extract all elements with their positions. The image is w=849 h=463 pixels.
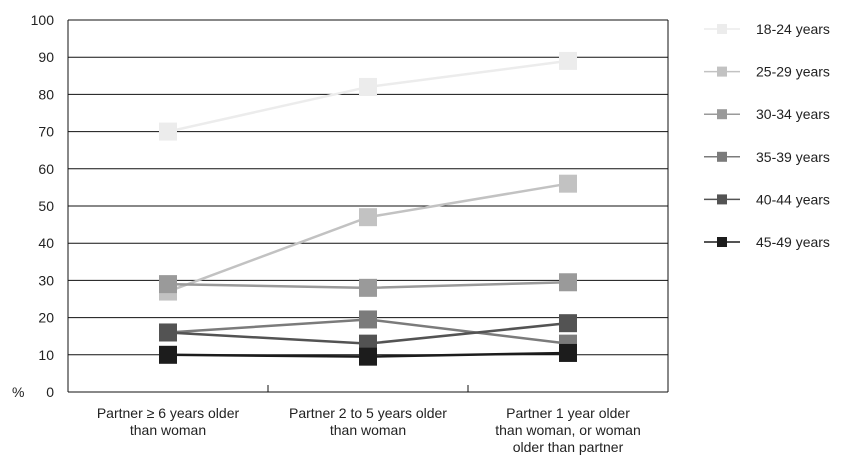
y-tick-label: 60: [38, 161, 54, 177]
y-tick-label: 30: [38, 272, 54, 288]
data-point-marker: [359, 77, 377, 96]
legend-label: 45-49 years: [756, 234, 830, 250]
legend-marker: [717, 66, 727, 77]
legend-marker: [717, 24, 727, 34]
data-point-marker: [559, 343, 577, 362]
y-tick-label: 80: [38, 86, 54, 102]
legend-marker: [717, 194, 727, 205]
x-category-label: Partner ≥ 6 years older: [97, 405, 240, 421]
legend-marker: [717, 237, 727, 247]
data-point-marker: [359, 278, 377, 297]
data-point-marker: [559, 51, 577, 70]
legend-label: 35-39 years: [756, 149, 830, 165]
y-tick-label: 10: [38, 347, 54, 363]
series-line-18-24-years: [167, 59, 569, 133]
legend: 18-24 years 25-29 years 30-34 years 35-39 y…: [704, 21, 830, 250]
gridlines: [68, 19, 668, 356]
axis-labels: 0 10 20 30 40 50 60 70 80 90 100% Partner ≥ 6 years…: [12, 12, 641, 455]
y-tick-label: 70: [38, 124, 54, 140]
data-point-marker: [359, 310, 377, 329]
series-line-25-29-years: [167, 182, 569, 293]
data-point-marker: [559, 273, 577, 292]
x-category-label: than woman, or woman: [495, 422, 641, 438]
legend-marker: [717, 109, 727, 120]
y-tick-label: 90: [38, 49, 54, 65]
data-point-marker: [159, 275, 177, 294]
data-point-marker: [559, 314, 577, 333]
y-axis-label: %: [12, 384, 24, 400]
data-point-marker: [159, 323, 177, 342]
x-category-label: older than partner: [513, 439, 624, 455]
x-category-label: Partner 1 year older: [506, 405, 630, 421]
series-markers: [159, 51, 577, 366]
y-tick-label: 0: [46, 384, 54, 400]
data-point-marker: [359, 347, 377, 366]
data-point-marker: [559, 174, 577, 193]
x-category-label: than woman: [130, 422, 206, 438]
legend-label: 30-34 years: [756, 106, 830, 122]
legend-label: 40-44 years: [756, 191, 830, 207]
data-point-marker: [159, 345, 177, 364]
legend-marker: [717, 151, 727, 162]
legend-label: 25-29 years: [756, 64, 830, 80]
y-tick-label: 20: [38, 310, 54, 326]
y-tick-label: 50: [38, 198, 54, 214]
x-category-label: Partner 2 to 5 years older: [289, 405, 447, 421]
x-category-label: than woman: [330, 422, 406, 438]
y-tick-label: 100: [31, 12, 55, 28]
legend-label: 18-24 years: [756, 21, 830, 37]
axes: [67, 20, 669, 393]
data-point-marker: [159, 122, 177, 141]
y-tick-label: 40: [38, 235, 54, 251]
data-point-marker: [359, 208, 377, 227]
